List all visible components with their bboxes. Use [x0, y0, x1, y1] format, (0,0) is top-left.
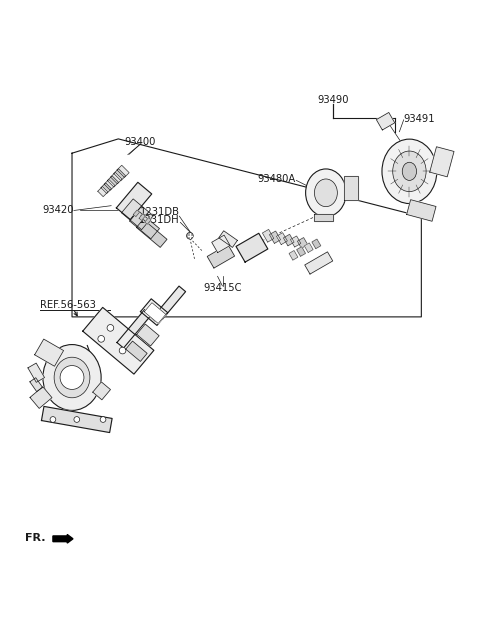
Polygon shape — [407, 199, 436, 221]
Circle shape — [98, 335, 105, 342]
Polygon shape — [30, 377, 43, 392]
Polygon shape — [136, 220, 167, 247]
Polygon shape — [430, 147, 454, 177]
Polygon shape — [35, 339, 63, 366]
Polygon shape — [150, 308, 163, 321]
Ellipse shape — [402, 162, 417, 181]
Text: 1231DH: 1231DH — [139, 215, 180, 225]
Polygon shape — [276, 233, 288, 245]
Text: 93400: 93400 — [124, 136, 156, 147]
Ellipse shape — [43, 345, 101, 410]
Polygon shape — [263, 230, 274, 242]
Polygon shape — [139, 214, 145, 220]
Circle shape — [119, 347, 126, 354]
Polygon shape — [298, 238, 308, 248]
Polygon shape — [269, 231, 281, 243]
Polygon shape — [144, 303, 166, 323]
Polygon shape — [305, 252, 333, 274]
Ellipse shape — [306, 169, 346, 216]
Text: 93415C: 93415C — [203, 283, 241, 292]
Polygon shape — [108, 176, 119, 187]
Polygon shape — [137, 324, 159, 346]
Text: 93420: 93420 — [42, 206, 74, 216]
Polygon shape — [130, 211, 159, 239]
Polygon shape — [156, 286, 186, 319]
Polygon shape — [116, 182, 152, 220]
Ellipse shape — [393, 151, 426, 192]
Circle shape — [74, 416, 80, 422]
Polygon shape — [219, 231, 238, 247]
Ellipse shape — [382, 139, 437, 204]
Polygon shape — [290, 236, 301, 247]
Polygon shape — [207, 245, 235, 268]
Polygon shape — [145, 218, 151, 224]
Polygon shape — [289, 250, 298, 260]
Polygon shape — [101, 183, 111, 194]
Circle shape — [100, 416, 106, 422]
Circle shape — [60, 365, 84, 389]
Polygon shape — [104, 179, 115, 190]
Ellipse shape — [314, 179, 337, 207]
Polygon shape — [212, 235, 230, 253]
Polygon shape — [314, 214, 333, 221]
Polygon shape — [126, 341, 147, 362]
Polygon shape — [344, 176, 358, 200]
Polygon shape — [117, 309, 151, 348]
Circle shape — [107, 325, 114, 331]
Polygon shape — [110, 172, 122, 184]
Text: FR.: FR. — [25, 533, 46, 543]
Polygon shape — [236, 233, 268, 262]
Polygon shape — [41, 406, 112, 433]
Polygon shape — [312, 239, 321, 248]
Polygon shape — [283, 235, 294, 246]
Text: 93491: 93491 — [404, 114, 435, 124]
FancyArrow shape — [53, 535, 73, 543]
Polygon shape — [83, 308, 154, 374]
Text: REF.56-563: REF.56-563 — [39, 300, 96, 310]
Text: 93490: 93490 — [317, 95, 349, 105]
Polygon shape — [30, 387, 52, 408]
Polygon shape — [121, 199, 153, 230]
Polygon shape — [297, 247, 305, 256]
Text: 1231DB: 1231DB — [139, 208, 180, 218]
Polygon shape — [28, 363, 45, 382]
Polygon shape — [133, 210, 140, 216]
Text: 93480A: 93480A — [258, 174, 296, 184]
Polygon shape — [376, 113, 395, 130]
Polygon shape — [93, 382, 110, 400]
Polygon shape — [117, 165, 129, 177]
Circle shape — [50, 416, 56, 422]
Ellipse shape — [54, 357, 90, 398]
Polygon shape — [114, 169, 126, 181]
Polygon shape — [141, 299, 168, 325]
Circle shape — [187, 233, 193, 239]
Polygon shape — [304, 243, 313, 252]
Polygon shape — [98, 187, 108, 197]
